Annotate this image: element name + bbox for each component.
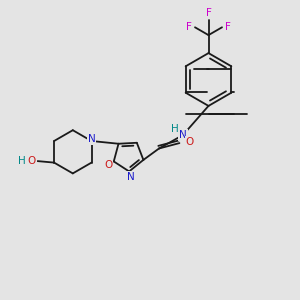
Text: F: F <box>206 8 212 18</box>
Text: O: O <box>185 136 194 147</box>
Text: O: O <box>28 155 36 166</box>
Text: H: H <box>171 124 178 134</box>
Text: F: F <box>225 22 231 32</box>
Text: H: H <box>18 155 26 166</box>
Text: F: F <box>186 22 192 32</box>
Text: N: N <box>88 134 95 145</box>
Text: O: O <box>104 160 112 170</box>
Text: N: N <box>179 130 187 140</box>
Text: N: N <box>127 172 134 182</box>
